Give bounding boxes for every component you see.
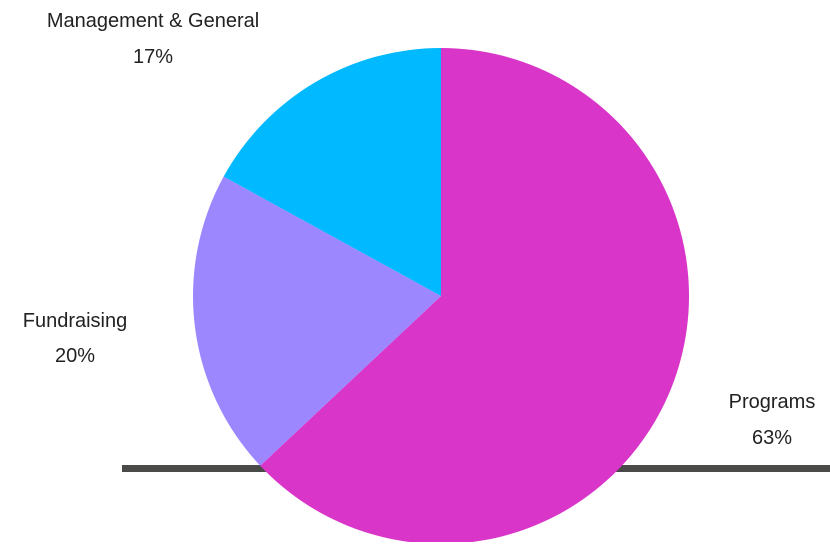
pie-slices	[193, 48, 690, 544]
slice-label-management-general-name: Management & General	[47, 10, 259, 32]
slice-label-programs: Programs 63%	[729, 391, 816, 449]
slice-label-programs-percent: 63%	[752, 427, 792, 449]
pie-slice-fundraising	[193, 176, 441, 466]
slice-label-management-general-percent: 17%	[133, 46, 173, 68]
pie-slice-programs	[260, 48, 690, 544]
slice-label-programs-name: Programs	[729, 391, 816, 413]
slice-label-fundraising-percent: 20%	[55, 345, 95, 367]
slice-label-fundraising-name: Fundraising	[23, 310, 128, 332]
slice-label-management-general: Management & General 17%	[47, 10, 259, 68]
pie-slice-management-general	[223, 48, 441, 296]
slice-label-fundraising: Fundraising 20%	[23, 310, 128, 367]
